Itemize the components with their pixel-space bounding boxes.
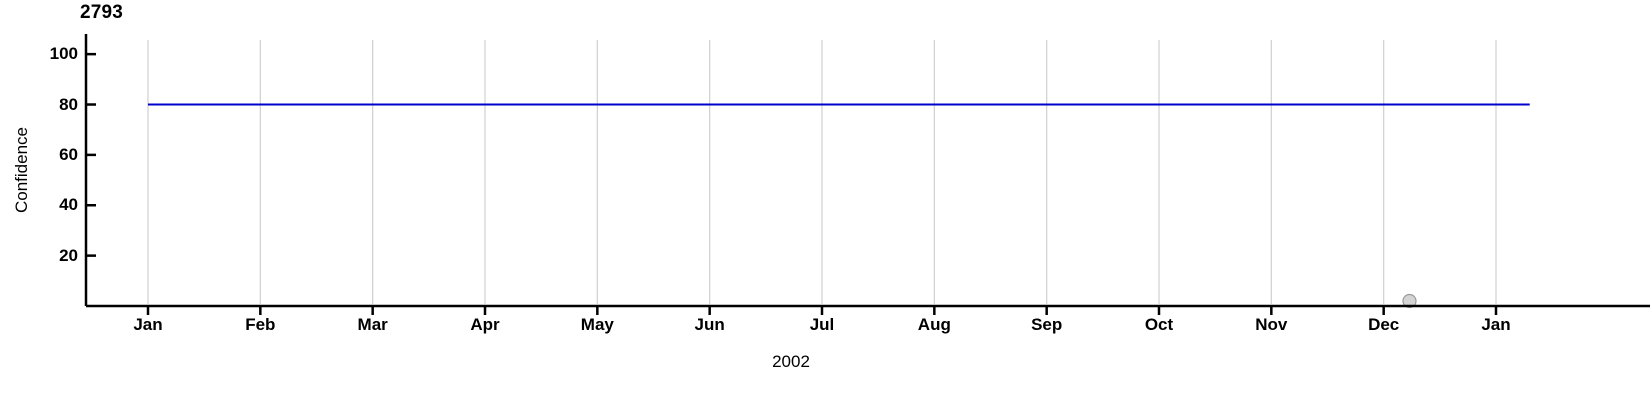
- chart-title: 2793: [80, 2, 124, 23]
- x-tick-label: Dec: [1368, 315, 1400, 334]
- x-tick-label: Sep: [1031, 315, 1063, 334]
- x-tick-label: Nov: [1255, 315, 1288, 334]
- x-tick-label: Jan: [133, 315, 163, 334]
- data-point-marker[interactable]: [1402, 293, 1417, 309]
- y-tick-label: 100: [49, 44, 78, 64]
- series-group: [148, 103, 1530, 309]
- x-tick-label: Jun: [694, 315, 725, 334]
- x-tick-label: Mar: [357, 315, 388, 334]
- x-tick-label: Feb: [245, 315, 276, 334]
- x-tick-label: Apr: [470, 315, 500, 334]
- x-tick-label: May: [580, 315, 614, 334]
- x-tick-label: Oct: [1144, 315, 1174, 334]
- axis-group: [84, 34, 1650, 308]
- x-tick-label: Jan: [1481, 315, 1511, 334]
- x-tick-label: Aug: [917, 315, 951, 334]
- x-tick-label: Jul: [809, 315, 835, 334]
- y-tick-label: 80: [59, 94, 78, 114]
- y-tick-label: 60: [59, 144, 78, 164]
- gridline-group: [147, 40, 1497, 304]
- y-tick-label: 40: [59, 195, 78, 215]
- x-axis-title: 2002: [772, 352, 810, 371]
- y-tick-label: 20: [59, 245, 78, 265]
- y-tick-label-group: 100 80 60 40 20: [0, 0, 78, 400]
- tick-mark-group: [86, 52, 1498, 315]
